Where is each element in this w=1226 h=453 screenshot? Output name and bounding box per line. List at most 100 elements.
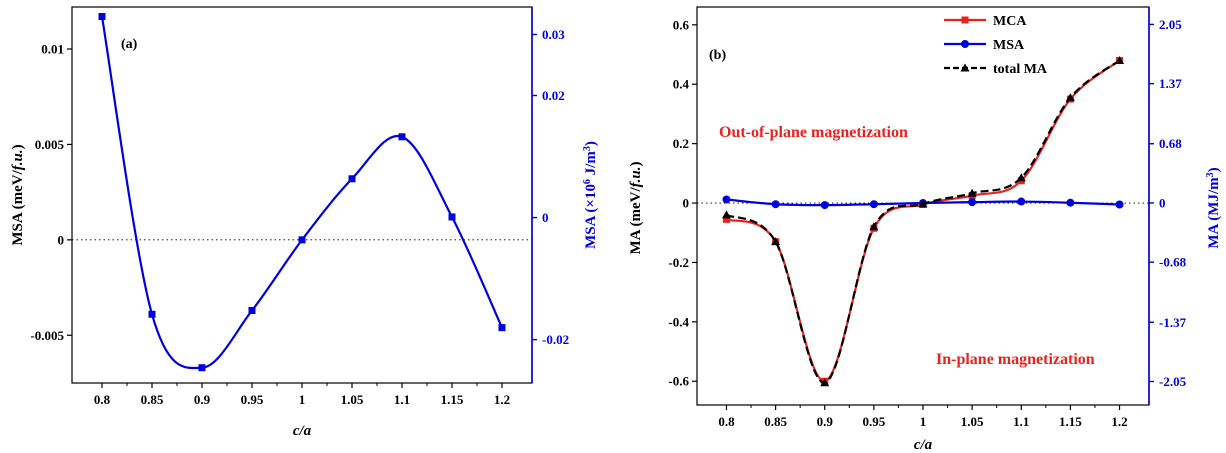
right-axis-label-a-sup2: 3 bbox=[582, 146, 593, 151]
y-tick-label-a: 0.01 bbox=[41, 41, 64, 56]
x-tick-label-b: 1 bbox=[920, 414, 927, 429]
right-axis-label-a-sup: 6 bbox=[582, 179, 593, 184]
series-line-b-0 bbox=[726, 59, 1121, 383]
y-axis-label-a-unit: f.u. bbox=[10, 149, 26, 170]
data-point-a-0 bbox=[398, 133, 406, 141]
right-axis-label-b-main: MA (MJ/m bbox=[1206, 177, 1222, 249]
data-point-b-2 bbox=[967, 188, 977, 197]
data-point-a-0 bbox=[248, 306, 256, 314]
right-tick-label-a: 0 bbox=[542, 210, 549, 225]
right-tick-label-b: 0 bbox=[1159, 195, 1166, 210]
data-point-b-2 bbox=[721, 210, 731, 219]
right-tick-label-a: 0.02 bbox=[542, 88, 565, 103]
x-tick-label-a: 1.05 bbox=[341, 392, 364, 407]
right-axis-label-a-end: ) bbox=[583, 141, 599, 146]
x-axis-label-a: c/a bbox=[293, 423, 312, 439]
right-axis-label-b-end: ) bbox=[1206, 167, 1222, 172]
right-tick-label-b: 2.05 bbox=[1159, 17, 1182, 32]
panel-label-a: (a) bbox=[121, 37, 138, 52]
series-line-a-0 bbox=[100, 16, 504, 370]
data-point-b-2 bbox=[1115, 55, 1125, 64]
x-tick-label-a: 0.8 bbox=[94, 392, 111, 407]
y-ticks-a: -0.005 0 0.005 0.01 bbox=[30, 41, 72, 343]
x-tick-label-b: 1.2 bbox=[1111, 414, 1127, 429]
annotation-in-plane: In-plane magnetization bbox=[936, 351, 1095, 368]
x-tick-label-a: 0.9 bbox=[194, 392, 211, 407]
x-tick-label-b: 1.1 bbox=[1013, 414, 1029, 429]
legend-marker bbox=[961, 16, 969, 24]
data-point-b-0 bbox=[722, 215, 730, 223]
data-point-a-0 bbox=[298, 236, 306, 244]
series-line-b-2 bbox=[725, 59, 1121, 384]
data-point-b-1 bbox=[722, 195, 731, 204]
y-tick-label-b: -0.6 bbox=[668, 374, 689, 389]
x-tick-label-a: 0.95 bbox=[241, 392, 264, 407]
y-axis-label-b: MA (meV/f.u.) bbox=[628, 162, 644, 255]
data-point-a-0 bbox=[98, 13, 106, 21]
data-point-a-0 bbox=[198, 364, 206, 372]
data-point-b-1 bbox=[820, 201, 829, 210]
data-point-b-2 bbox=[869, 222, 879, 231]
y-axis-label-a-main: MSA (meV/ bbox=[10, 169, 26, 245]
annotation-out-of-plane: Out-of-plane magnetization bbox=[719, 124, 908, 141]
y-axis-label-b-unit: f.u. bbox=[628, 167, 644, 188]
chart-panel-b: 0.8 0.85 0.9 0.95 1 1.05 1.1 1.15 1.2 -0.6-0.4-0… bbox=[628, 6, 1223, 453]
x-tick-label-b: 0.85 bbox=[764, 414, 787, 429]
right-tick-label-b: 1.37 bbox=[1159, 76, 1182, 91]
legend-b: MCA MSA total MA bbox=[944, 14, 1048, 77]
data-point-b-1 bbox=[1066, 198, 1075, 207]
y-axis-label-b-main: MA (meV/ bbox=[628, 187, 644, 255]
y-tick-label-b: 0.2 bbox=[673, 136, 689, 151]
data-point-b-2 bbox=[1016, 173, 1026, 182]
data-point-a-0 bbox=[498, 324, 506, 332]
y-axis-label-a: MSA (meV/f.u.) bbox=[10, 144, 26, 245]
y-axis-label-b-end: ) bbox=[628, 162, 644, 167]
series-a bbox=[98, 13, 506, 372]
data-point-b-1 bbox=[771, 200, 780, 209]
x-tick-label-a: 1 bbox=[299, 392, 306, 407]
data-point-b-2 bbox=[820, 378, 830, 387]
right-ticks-a: -0.02 0 0.02 0.03 bbox=[532, 27, 569, 347]
data-point-a-0 bbox=[348, 175, 356, 183]
legend-label: total MA bbox=[993, 62, 1048, 77]
right-tick-label-b: 0.68 bbox=[1159, 136, 1182, 151]
y-tick-label-b: 0 bbox=[683, 196, 690, 211]
data-point-a-0 bbox=[448, 213, 456, 221]
x-tick-label-b: 1.05 bbox=[961, 414, 984, 429]
data-point-b-1 bbox=[968, 198, 977, 207]
y-tick-label-b: -0.4 bbox=[668, 314, 689, 329]
legend-label: MCA bbox=[993, 14, 1027, 29]
right-axis-label-b: MA (MJ/m3) bbox=[1205, 167, 1223, 248]
data-point-b-2 bbox=[918, 199, 928, 208]
data-point-b-1 bbox=[1115, 200, 1124, 209]
x-tick-label-a: 1.15 bbox=[441, 392, 464, 407]
y-tick-label-b: 0.6 bbox=[673, 17, 690, 32]
x-tick-label-b: 0.95 bbox=[862, 414, 885, 429]
chart-panel-a: 0.8 0.85 0.9 0.95 1 1.05 1.1 1.15 1.2 -0.005 0 0.0… bbox=[10, 6, 599, 439]
x-tick-label-b: 0.8 bbox=[718, 414, 735, 429]
right-axis-label-a-mid: J/m bbox=[583, 151, 599, 179]
data-point-a-0 bbox=[148, 310, 156, 318]
x-ticks-b: 0.8 0.85 0.9 0.95 1 1.05 1.1 1.15 1.2 bbox=[718, 405, 1128, 429]
plot-frame-a bbox=[71, 6, 533, 384]
right-ticks-b: -2.05 -1.37 -0.68 0 0.68 1.37 2.05 bbox=[1149, 17, 1187, 389]
y-tick-label-a: -0.005 bbox=[30, 328, 64, 343]
x-tick-label-a: 1.1 bbox=[394, 392, 410, 407]
series-b bbox=[721, 55, 1125, 387]
right-tick-label-b: -2.05 bbox=[1159, 374, 1187, 389]
right-axis-label-a-main: MSA (×10 bbox=[583, 184, 599, 249]
x-tick-label-b: 1.15 bbox=[1059, 414, 1082, 429]
x-tick-label-b: 0.9 bbox=[817, 414, 834, 429]
legend-marker bbox=[960, 63, 970, 72]
right-tick-label-a: -0.02 bbox=[542, 332, 569, 347]
data-point-b-2 bbox=[1065, 93, 1075, 102]
y-ticks-b: -0.6 -0.4 -0.2 0 0.2 0.4 0.6 bbox=[668, 17, 697, 389]
data-point-b-1 bbox=[869, 200, 878, 209]
y-axis-label-a-end: ) bbox=[10, 144, 26, 149]
right-tick-label-a: 0.03 bbox=[542, 27, 565, 42]
x-tick-label-a: 1.2 bbox=[494, 392, 510, 407]
y-tick-label-b: 0.4 bbox=[673, 77, 690, 92]
right-axis-label-b-sup: 3 bbox=[1205, 172, 1216, 177]
x-ticks-a: 0.8 0.85 0.9 0.95 1 1.05 1.1 1.15 1.2 bbox=[94, 383, 510, 407]
